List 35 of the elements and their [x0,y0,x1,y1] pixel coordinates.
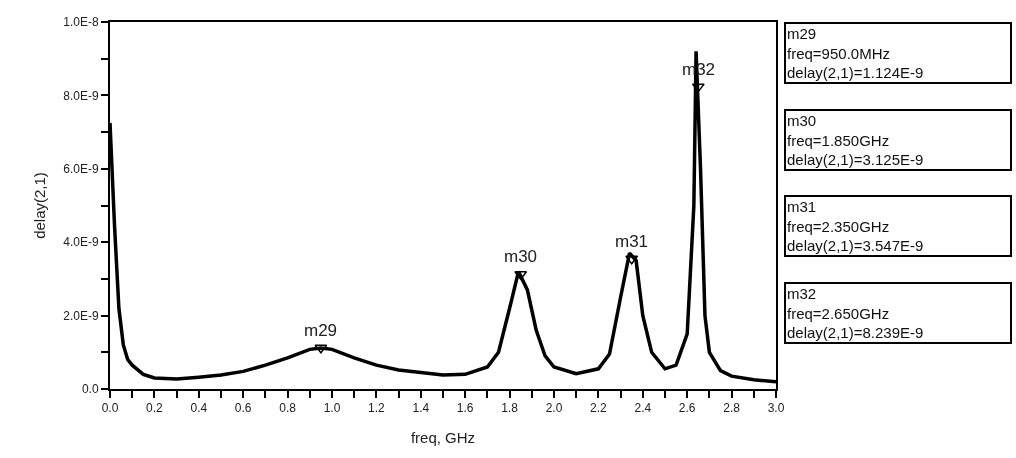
y-tick-label: 8.0E-9 [63,88,99,103]
x-tick-label: 0.2 [146,401,164,416]
annotation: m31 [615,232,649,251]
x-tick-label: 2.0 [545,401,563,416]
y-tick-label: 6.0E-9 [63,162,99,176]
text: m32 freq=2.650GHz delay(2,1)=8.239E-9 [787,285,924,341]
point [625,255,639,265]
x-axis-title: freq, GHz [410,428,476,446]
y-tick-label: 2.0E-9 [63,308,99,323]
x-tick-label: 0.4 [190,401,208,416]
text: m30 freq=1.850GHz delay(2,1)=3.125E-9 [787,112,924,168]
x-tick-label: 0.0 [101,401,119,416]
x-tick-label: 1.6 [456,401,474,416]
x-tick-label: 0.6 [234,401,252,416]
annotation: m29 [304,321,338,340]
annotation: m30 [504,247,538,266]
x-tick-label: 2.4 [634,401,652,416]
point [514,271,528,281]
text: m31 freq=2.350GHz delay(2,1)=3.547E-9 [787,198,924,254]
x-tick-label: 3.0 [767,401,785,416]
x-tick-label: 1.0 [323,401,341,416]
x-tick-label: 0.8 [279,401,297,416]
x-tick-label: 2.2 [590,401,608,416]
x-tick-label: 1.8 [501,401,519,416]
y-axis-title: delay(2,1) [30,172,48,239]
text: m29 freq=950.0MHz delay(2,1)=1.124E-9 [787,25,924,81]
x-tick-label: 2.6 [678,401,696,416]
y-tick-label: 0.0 [81,382,99,397]
point [314,344,328,354]
x-tick-label: 1.4 [412,401,430,416]
x-tick-label: 2.8 [723,401,741,416]
y-tick-label: 1.0E-8 [63,15,99,30]
point [691,83,705,93]
y-tick-label: 4.0E-9 [63,235,99,250]
x-tick-label: 1.2 [368,401,386,416]
